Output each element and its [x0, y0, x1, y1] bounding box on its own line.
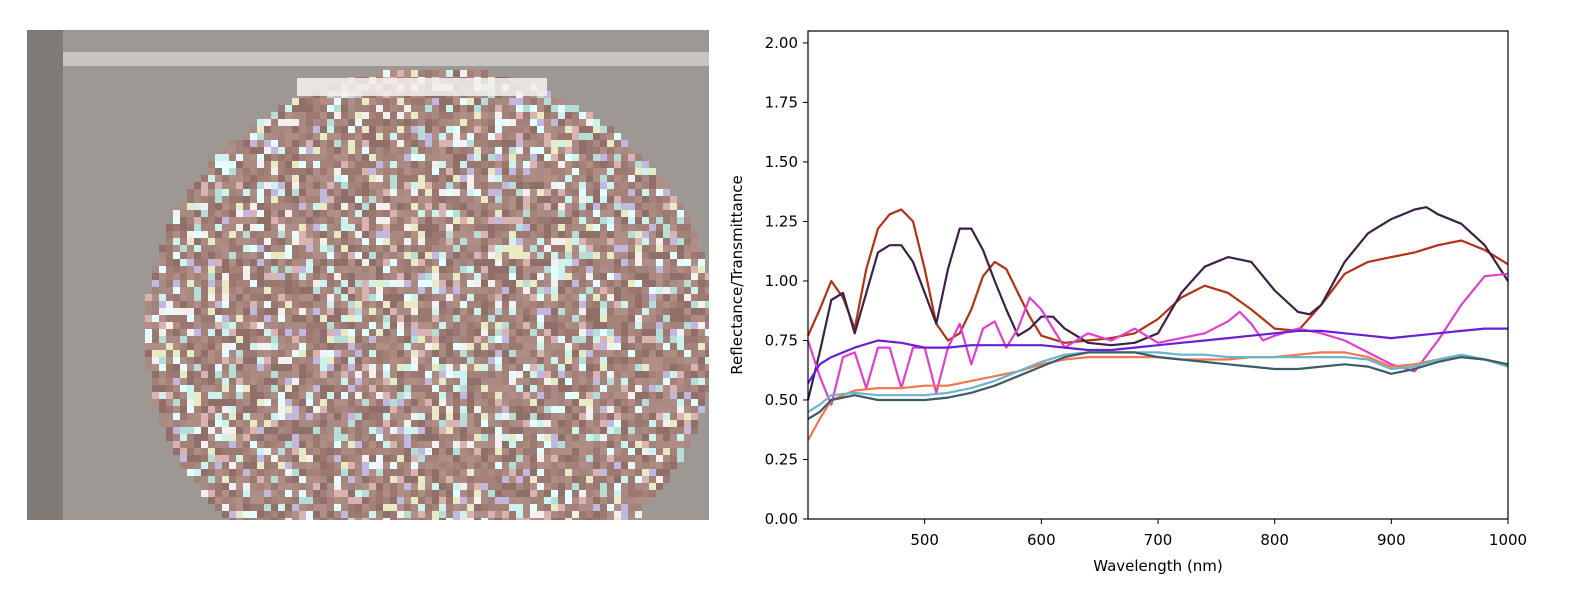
series-line-2 [806, 206, 1509, 401]
photo-rim [63, 52, 709, 66]
y-tick-label: 1.50 [765, 153, 798, 171]
y-tick-label: 0.75 [765, 331, 798, 349]
y-tick-label: 1.25 [765, 212, 798, 230]
x-tick-label: 1000 [1489, 531, 1527, 549]
photo-left-edge [27, 30, 63, 520]
series-line-1 [806, 208, 1509, 344]
series-line-4 [807, 327, 1508, 384]
series-line-7 [807, 351, 1509, 420]
x-tick-label: 700 [1144, 531, 1173, 549]
series-line-3 [806, 272, 1509, 406]
y-tick-label: 1.75 [765, 93, 798, 111]
x-axis-title: Wavelength (nm) [1093, 557, 1223, 575]
specular-highlight [297, 78, 547, 96]
x-tick-label: 500 [910, 531, 939, 549]
y-tick-label: 0.50 [765, 391, 798, 409]
series-line-5 [807, 351, 1509, 441]
sample-photo [27, 30, 709, 520]
series-layer [806, 206, 1509, 441]
y-tick-label: 1.00 [765, 272, 798, 290]
disc-pixels [145, 70, 709, 520]
series-line-6 [807, 351, 1509, 413]
x-tick-label: 600 [1027, 531, 1056, 549]
y-tick-label: 0.25 [765, 450, 798, 468]
x-tick-label: 800 [1260, 531, 1289, 549]
plot-frame [807, 30, 1509, 520]
y-tick-label: 0.00 [765, 510, 798, 528]
x-tick-label: 900 [1377, 531, 1406, 549]
y-axis: 0.00 0.25 0.50 0.75 1.00 1.25 1.50 1.75 2.00 [765, 34, 808, 528]
y-axis-title: Reflectance/Transmittance [728, 175, 746, 374]
x-axis: 500 600 700 800 900 1000 [910, 519, 1527, 549]
y-tick-label: 2.00 [765, 34, 798, 52]
